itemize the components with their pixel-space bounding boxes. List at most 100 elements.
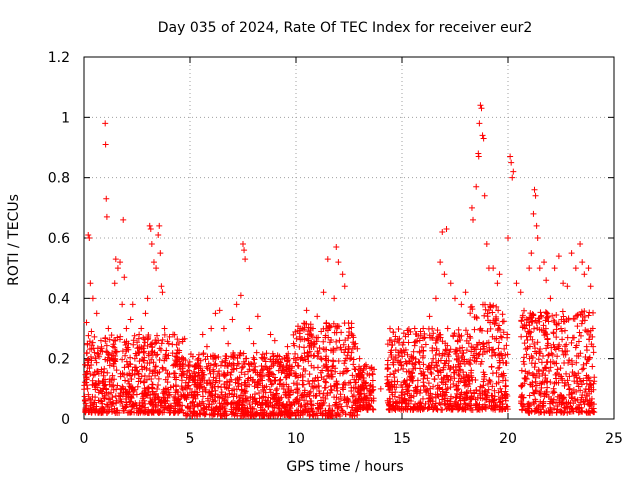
- data-point: [518, 406, 525, 413]
- data-point: [294, 381, 301, 388]
- data-point: [367, 403, 374, 410]
- data-point: [536, 315, 543, 322]
- data-point: [462, 327, 469, 334]
- data-point: [220, 325, 227, 332]
- data-point: [125, 340, 132, 347]
- data-point: [322, 355, 329, 362]
- data-point: [88, 342, 95, 349]
- data-point: [477, 102, 484, 109]
- data-point: [492, 404, 499, 411]
- data-point: [260, 386, 267, 393]
- data-point: [547, 295, 554, 302]
- data-point: [420, 325, 427, 332]
- data-point: [284, 343, 291, 350]
- data-point: [200, 400, 207, 407]
- data-point: [508, 159, 515, 166]
- data-point: [119, 356, 126, 363]
- data-point: [135, 375, 142, 382]
- data-point: [276, 405, 283, 412]
- data-point: [96, 353, 103, 360]
- data-point: [209, 384, 216, 391]
- data-point: [489, 392, 496, 399]
- data-point: [93, 310, 100, 317]
- data-point: [238, 381, 245, 388]
- data-point: [233, 393, 240, 400]
- data-point: [265, 394, 272, 401]
- data-point: [293, 335, 300, 342]
- data-point: [461, 356, 468, 363]
- data-point: [165, 373, 172, 380]
- data-point: [89, 393, 96, 400]
- data-point: [228, 362, 235, 369]
- data-point: [292, 373, 299, 380]
- data-point: [526, 369, 533, 376]
- data-point: [273, 410, 280, 417]
- data-point: [439, 338, 446, 345]
- data-point: [202, 411, 209, 418]
- data-point: [200, 351, 207, 358]
- data-point: [503, 342, 510, 349]
- data-point: [559, 375, 566, 382]
- data-point: [250, 340, 257, 347]
- data-point: [202, 356, 209, 363]
- data-point: [316, 387, 323, 394]
- data-point: [238, 405, 245, 412]
- data-point: [377, 385, 384, 392]
- data-point: [154, 332, 161, 339]
- data-point: [337, 344, 344, 351]
- data-point: [544, 378, 551, 385]
- data-point: [489, 370, 496, 377]
- data-point: [349, 412, 356, 419]
- data-point: [237, 350, 244, 357]
- data-point: [491, 387, 498, 394]
- data-point: [560, 351, 567, 358]
- data-point: [204, 365, 211, 372]
- data-point: [146, 409, 153, 416]
- data-point: [154, 408, 161, 415]
- data-point: [396, 339, 403, 346]
- data-point: [531, 408, 538, 415]
- data-point: [585, 356, 592, 363]
- data-point: [284, 411, 291, 418]
- data-point: [398, 406, 405, 413]
- data-point: [226, 390, 233, 397]
- data-point: [194, 391, 201, 398]
- data-point: [582, 396, 589, 403]
- data-point: [441, 360, 448, 367]
- data-point: [542, 317, 549, 324]
- data-point: [228, 369, 235, 376]
- data-point: [129, 301, 136, 308]
- data-point: [112, 256, 119, 263]
- data-point: [328, 386, 335, 393]
- data-point: [314, 353, 321, 360]
- data-point: [220, 395, 227, 402]
- data-point: [527, 310, 534, 317]
- data-point: [360, 375, 367, 382]
- data-point: [529, 379, 536, 386]
- data-point: [359, 405, 366, 412]
- data-point: [128, 376, 135, 383]
- data-point: [128, 408, 135, 415]
- data-point: [418, 370, 425, 377]
- data-point: [125, 363, 132, 370]
- data-point: [401, 391, 408, 398]
- data-point: [538, 359, 545, 366]
- data-point: [404, 388, 411, 395]
- data-point: [119, 348, 126, 355]
- data-point: [267, 331, 274, 338]
- data-point: [577, 387, 584, 394]
- data-point: [407, 405, 414, 412]
- data-point: [362, 395, 369, 402]
- data-point: [122, 404, 129, 411]
- data-point: [113, 409, 120, 416]
- data-point: [458, 301, 465, 308]
- data-point: [256, 395, 263, 402]
- data-point: [258, 363, 265, 370]
- data-point: [404, 377, 411, 384]
- data-point: [111, 376, 118, 383]
- data-point: [239, 395, 246, 402]
- data-point: [135, 370, 142, 377]
- data-point: [543, 345, 550, 352]
- data-point: [187, 408, 194, 415]
- data-point: [108, 332, 115, 339]
